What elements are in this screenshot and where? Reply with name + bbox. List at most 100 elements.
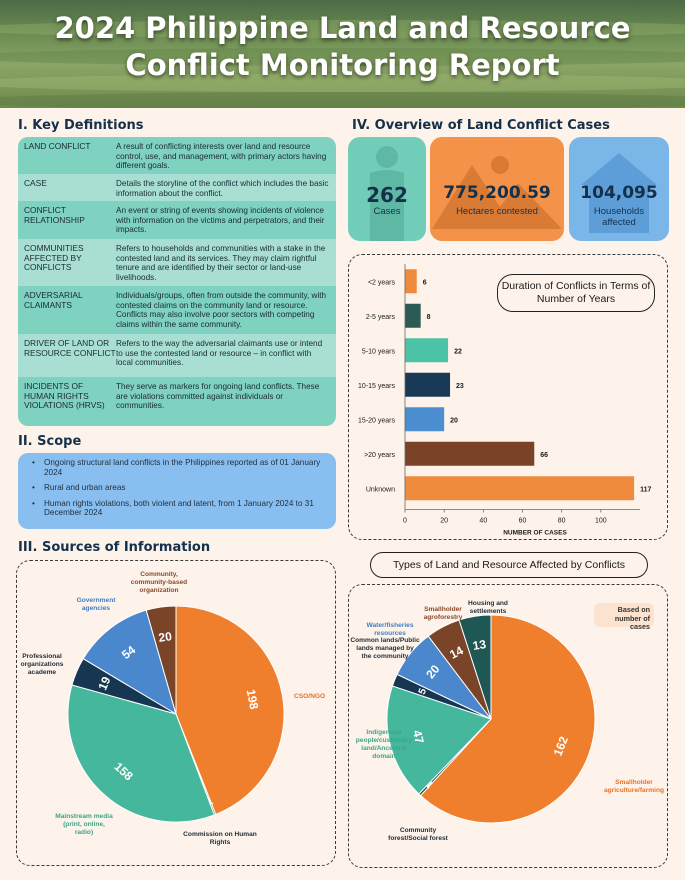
- sources-heading: III. Sources of Information: [18, 540, 211, 555]
- sources-frame: [16, 560, 336, 866]
- pie-value-label: 198: [244, 688, 262, 711]
- pie-slice: [175, 605, 285, 816]
- bar: [405, 441, 535, 466]
- scope-item: Ongoing structural land conflicts in the…: [32, 458, 328, 477]
- bar-value-label: 8: [427, 314, 431, 321]
- pie-value-label: 19: [95, 674, 113, 692]
- scope-item: Rural and urban areas: [32, 483, 328, 493]
- person-icon: [370, 146, 404, 241]
- definition-row: Land Conflict A result of conflicting in…: [18, 137, 336, 174]
- duration-frame: [348, 254, 668, 540]
- overview-heading: IV. Overview of Land Conflict Cases: [352, 118, 610, 133]
- stat-value: 104,095: [580, 183, 658, 203]
- definition-term: Incidents of Human Rights Violations (HR…: [24, 381, 105, 411]
- definition-term: Case: [24, 178, 47, 188]
- bar: [405, 269, 417, 294]
- pie-slice: [458, 614, 492, 720]
- y-tick-label: >20 years: [364, 452, 395, 459]
- y-tick-label: Unknown: [366, 486, 395, 493]
- definition-term: Adversarial Claimants: [24, 290, 83, 310]
- bar: [405, 407, 445, 432]
- pie-category-label: Housing and settlements: [468, 600, 508, 615]
- definition-desc: They serve as markers for ongoing land c…: [116, 382, 320, 411]
- mountain-icon: [432, 156, 562, 229]
- pie-category-label: Community, community-based organization: [131, 571, 187, 594]
- pie-value-label: 20: [158, 629, 173, 645]
- definition-term: Communities Affected by Conflicts: [24, 243, 84, 273]
- title-line-1: 2024 Philippine Land and Resource: [54, 11, 631, 45]
- terrace-band: [0, 74, 685, 92]
- page-title: 2024 Philippine Land and Resource Confli…: [0, 10, 685, 84]
- pie-slice: [67, 684, 215, 823]
- bar-value-label: 22: [454, 348, 462, 355]
- definition-row: Case Details the storyline of the confli…: [18, 174, 336, 201]
- stat-card-hectares: 775,200.59 Hectares contested: [430, 137, 564, 241]
- pie-category-label: Water/fisheries resources: [366, 622, 413, 637]
- land-types-note: Based on number of cases: [594, 603, 654, 631]
- stat-value: 775,200.59: [443, 183, 551, 203]
- definition-desc: An event or string of events showing inc…: [116, 206, 325, 235]
- stat-label: Households affected: [593, 206, 645, 228]
- pie-category-label: Community forest/Social forest: [388, 827, 449, 842]
- definition-row: Incidents of Human Rights Violations (HR…: [18, 377, 336, 426]
- pie-value-label: 162: [551, 734, 571, 758]
- pie-category-label: Commission on Human Rights: [183, 831, 257, 846]
- definition-row: Driver of Land or Resource Conflict Refe…: [18, 334, 336, 377]
- x-axis-title: NUMBER OF CASES: [503, 530, 567, 537]
- pie-value-label: 1: [206, 796, 216, 808]
- scope-item: Human rights violations, both violent an…: [32, 499, 328, 518]
- bar: [405, 476, 635, 501]
- pie-category-label: Government agencies: [77, 597, 117, 612]
- definition-desc: A result of conflicting interests over l…: [116, 142, 327, 171]
- pie-category-label: Common lands/Public lands managed by the c…: [350, 637, 420, 660]
- house-icon: [581, 153, 657, 233]
- duration-chart-title: Duration of Conflicts in Terms of Number…: [497, 274, 655, 312]
- definition-row: Communities Affected by Conflicts Refers…: [18, 239, 336, 286]
- stat-card-cases: 262 Cases: [348, 137, 426, 241]
- stat-label: Hectares contested: [456, 206, 538, 217]
- terrace-band: [0, 48, 685, 66]
- scope-heading: II. Scope: [18, 434, 82, 449]
- title-line-2: Conflict Monitoring Report: [125, 48, 560, 82]
- pie-slice: [82, 609, 177, 716]
- pie-value-label: 1: [423, 779, 435, 791]
- pie-value-label: 13: [472, 637, 488, 653]
- pie-value-label: 47: [410, 729, 427, 746]
- y-tick-label: <2 years: [368, 279, 396, 286]
- definitions-heading: I. Key Definitions: [18, 118, 144, 133]
- land-types-frame: [348, 584, 668, 868]
- bar-value-label: 23: [456, 383, 464, 390]
- x-tick-label: 60: [519, 518, 527, 525]
- definition-term: Conflict Relationship: [24, 205, 85, 225]
- definition-desc: Details the storyline of the conflict wh…: [116, 179, 329, 198]
- definition-term: Driver of Land or Resource Conflict: [24, 338, 116, 358]
- pie-slice: [419, 614, 596, 824]
- pie-slice: [145, 605, 177, 715]
- y-tick-label: 2-5 years: [366, 314, 396, 321]
- pie-category-label: Smallholder agriculture/farming: [604, 779, 664, 794]
- pie-category-label: Indigenous people/customary land/Ancestral…: [356, 729, 413, 760]
- definition-row: Adversarial Claimants Individuals/groups…: [18, 286, 336, 334]
- x-tick-label: 80: [558, 518, 566, 525]
- x-tick-label: 0: [403, 518, 407, 525]
- y-tick-label: 15-20 years: [358, 417, 395, 424]
- header-banner: 2024 Philippine Land and Resource Confli…: [0, 0, 685, 108]
- duration-bar-chart: <2 years 6 2-5 years 8 5-10 years 22 10-15 yea…: [358, 264, 652, 537]
- bar-value-label: 66: [540, 452, 548, 459]
- terrace-band: [0, 20, 685, 38]
- pie-category-label: Professional organizations academe: [21, 653, 64, 676]
- definition-row: Conflict Relationship An event or string…: [18, 201, 336, 239]
- terrace-band: [0, 92, 685, 108]
- bar-value-label: 6: [423, 279, 427, 286]
- x-tick-label: 100: [595, 518, 607, 525]
- stat-value: 262: [366, 183, 408, 207]
- definition-term: Land Conflict: [24, 141, 91, 151]
- bar: [405, 303, 421, 328]
- definition-desc: Refers to households and communities wit…: [116, 244, 326, 282]
- definitions-table: Land Conflict A result of conflicting in…: [18, 137, 336, 426]
- x-tick-label: 40: [479, 518, 487, 525]
- pie-category-label: CSO/NGO: [294, 693, 325, 700]
- scope-list: Ongoing structural land conflicts in the…: [18, 453, 336, 529]
